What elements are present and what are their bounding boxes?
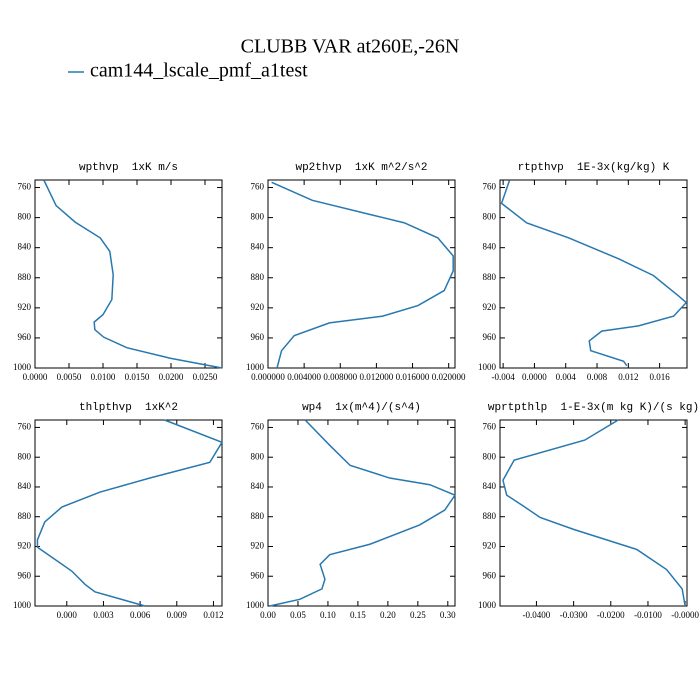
y-tick-label: 880 xyxy=(18,511,32,521)
y-tick-label: 880 xyxy=(251,272,265,282)
y-tick-label: 840 xyxy=(18,481,32,491)
y-tick-label: 1000 xyxy=(13,600,32,610)
y-tick-label: 1000 xyxy=(246,362,265,372)
x-tick-label: 0.0200 xyxy=(159,372,184,382)
y-tick-label: 880 xyxy=(483,272,497,282)
x-tick-label: 0.30 xyxy=(440,610,456,620)
legend-label: cam144_lscale_pmf_a1test xyxy=(90,60,308,82)
profile-line xyxy=(269,419,456,607)
y-tick-label: 840 xyxy=(483,242,497,252)
x-tick-label: 0.20 xyxy=(380,610,396,620)
y-tick-label: 840 xyxy=(251,481,265,491)
x-tick-label: 0.25 xyxy=(410,610,426,620)
y-tick-label: 800 xyxy=(251,212,265,222)
y-tick-label: 800 xyxy=(251,451,265,461)
y-tick-label: 960 xyxy=(251,332,265,342)
x-tick-label: -0.004 xyxy=(492,372,516,382)
x-tick-label: 0.0250 xyxy=(193,372,218,382)
x-tick-label: 0.10 xyxy=(320,610,336,620)
y-tick-label: 1000 xyxy=(246,600,265,610)
y-tick-label: 920 xyxy=(18,302,32,312)
plot-frame xyxy=(499,179,688,369)
x-tick-label: 0.000000 xyxy=(251,372,285,382)
y-tick-label: 920 xyxy=(18,541,32,551)
y-tick-label: 760 xyxy=(18,422,32,432)
y-tick-label: 920 xyxy=(251,302,265,312)
x-tick-label: 0.0150 xyxy=(125,372,150,382)
x-tick-label: 0.0000 xyxy=(522,372,547,382)
profile-line xyxy=(502,419,686,607)
subplot-title: thlpthvp 1xK^2 xyxy=(79,402,178,414)
profile-line xyxy=(36,419,223,607)
y-tick-label: 880 xyxy=(18,272,32,282)
y-tick-label: 920 xyxy=(483,302,497,312)
x-tick-label: 0.05 xyxy=(290,610,306,620)
x-tick-label: 0.004000 xyxy=(287,372,321,382)
y-tick-label: 760 xyxy=(251,422,265,432)
x-tick-label: 0.0100 xyxy=(91,372,116,382)
y-tick-label: 880 xyxy=(251,511,265,521)
x-tick-label: -0.0200 xyxy=(597,610,625,620)
x-tick-label: -0.0100 xyxy=(634,610,662,620)
y-tick-label: 880 xyxy=(483,511,497,521)
y-tick-label: 1000 xyxy=(478,600,497,610)
profile-line xyxy=(43,179,223,369)
profile-line xyxy=(500,180,688,367)
subplot-title: wp4 1x(m^4)/(s^4) xyxy=(302,402,421,414)
profile-line xyxy=(271,181,454,369)
y-tick-label: 840 xyxy=(483,481,497,491)
subplot-title: wpthvp 1xK m/s xyxy=(79,162,178,174)
x-tick-label: 0.012 xyxy=(203,610,223,620)
plot-frame xyxy=(267,419,456,607)
y-tick-label: 840 xyxy=(251,242,265,252)
y-tick-label: 920 xyxy=(251,541,265,551)
y-tick-label: 800 xyxy=(18,451,32,461)
x-tick-label: 0.012000 xyxy=(360,372,394,382)
chart-title: CLUBB VAR at260E,-26N xyxy=(241,36,460,58)
y-tick-label: 760 xyxy=(18,182,32,192)
y-tick-label: 800 xyxy=(483,212,497,222)
x-tick-label: 0.0050 xyxy=(57,372,82,382)
y-tick-label: 760 xyxy=(483,422,497,432)
x-tick-label: 0.006 xyxy=(130,610,151,620)
y-tick-label: 960 xyxy=(251,570,265,580)
x-tick-label: 0.012 xyxy=(618,372,638,382)
x-tick-label: 0.00 xyxy=(260,610,276,620)
plot-frame xyxy=(267,179,456,369)
subplot-title: rtpthvp 1E-3x(kg/kg) K xyxy=(518,162,670,174)
y-tick-label: 920 xyxy=(483,541,497,551)
subplot-title: wprtpthlp 1-E-3x(m kg K)/(s kg) xyxy=(488,402,699,414)
y-tick-label: 800 xyxy=(483,451,497,461)
plot-frame xyxy=(499,419,688,607)
y-tick-label: 840 xyxy=(18,242,32,252)
plot-frame xyxy=(34,179,223,369)
plot-frame xyxy=(34,419,223,607)
y-tick-label: 960 xyxy=(18,570,32,580)
y-tick-label: 1000 xyxy=(478,362,497,372)
x-tick-label: -0.0000 xyxy=(671,610,699,620)
x-tick-label: 0.009 xyxy=(167,610,188,620)
x-tick-label: 0.008 xyxy=(587,372,608,382)
y-tick-label: 960 xyxy=(18,332,32,342)
x-tick-label: -0.0300 xyxy=(560,610,588,620)
y-tick-label: 960 xyxy=(483,332,497,342)
x-tick-label: -0.0400 xyxy=(523,610,551,620)
y-tick-label: 1000 xyxy=(13,362,32,372)
y-tick-label: 960 xyxy=(483,570,497,580)
y-tick-label: 760 xyxy=(251,182,265,192)
x-tick-label: 0.004 xyxy=(556,372,577,382)
x-tick-label: 0.000 xyxy=(57,610,78,620)
x-tick-label: 0.15 xyxy=(350,610,366,620)
subplot-title: wp2thvp 1xK m^2/s^2 xyxy=(295,162,427,174)
x-tick-label: 0.0000 xyxy=(23,372,48,382)
x-tick-label: 0.008000 xyxy=(323,372,357,382)
x-tick-label: 0.016000 xyxy=(396,372,430,382)
y-tick-label: 800 xyxy=(18,212,32,222)
x-tick-label: 0.016 xyxy=(649,372,670,382)
y-tick-label: 760 xyxy=(483,182,497,192)
x-tick-label: 0.020000 xyxy=(432,372,466,382)
x-tick-label: 0.003 xyxy=(93,610,114,620)
